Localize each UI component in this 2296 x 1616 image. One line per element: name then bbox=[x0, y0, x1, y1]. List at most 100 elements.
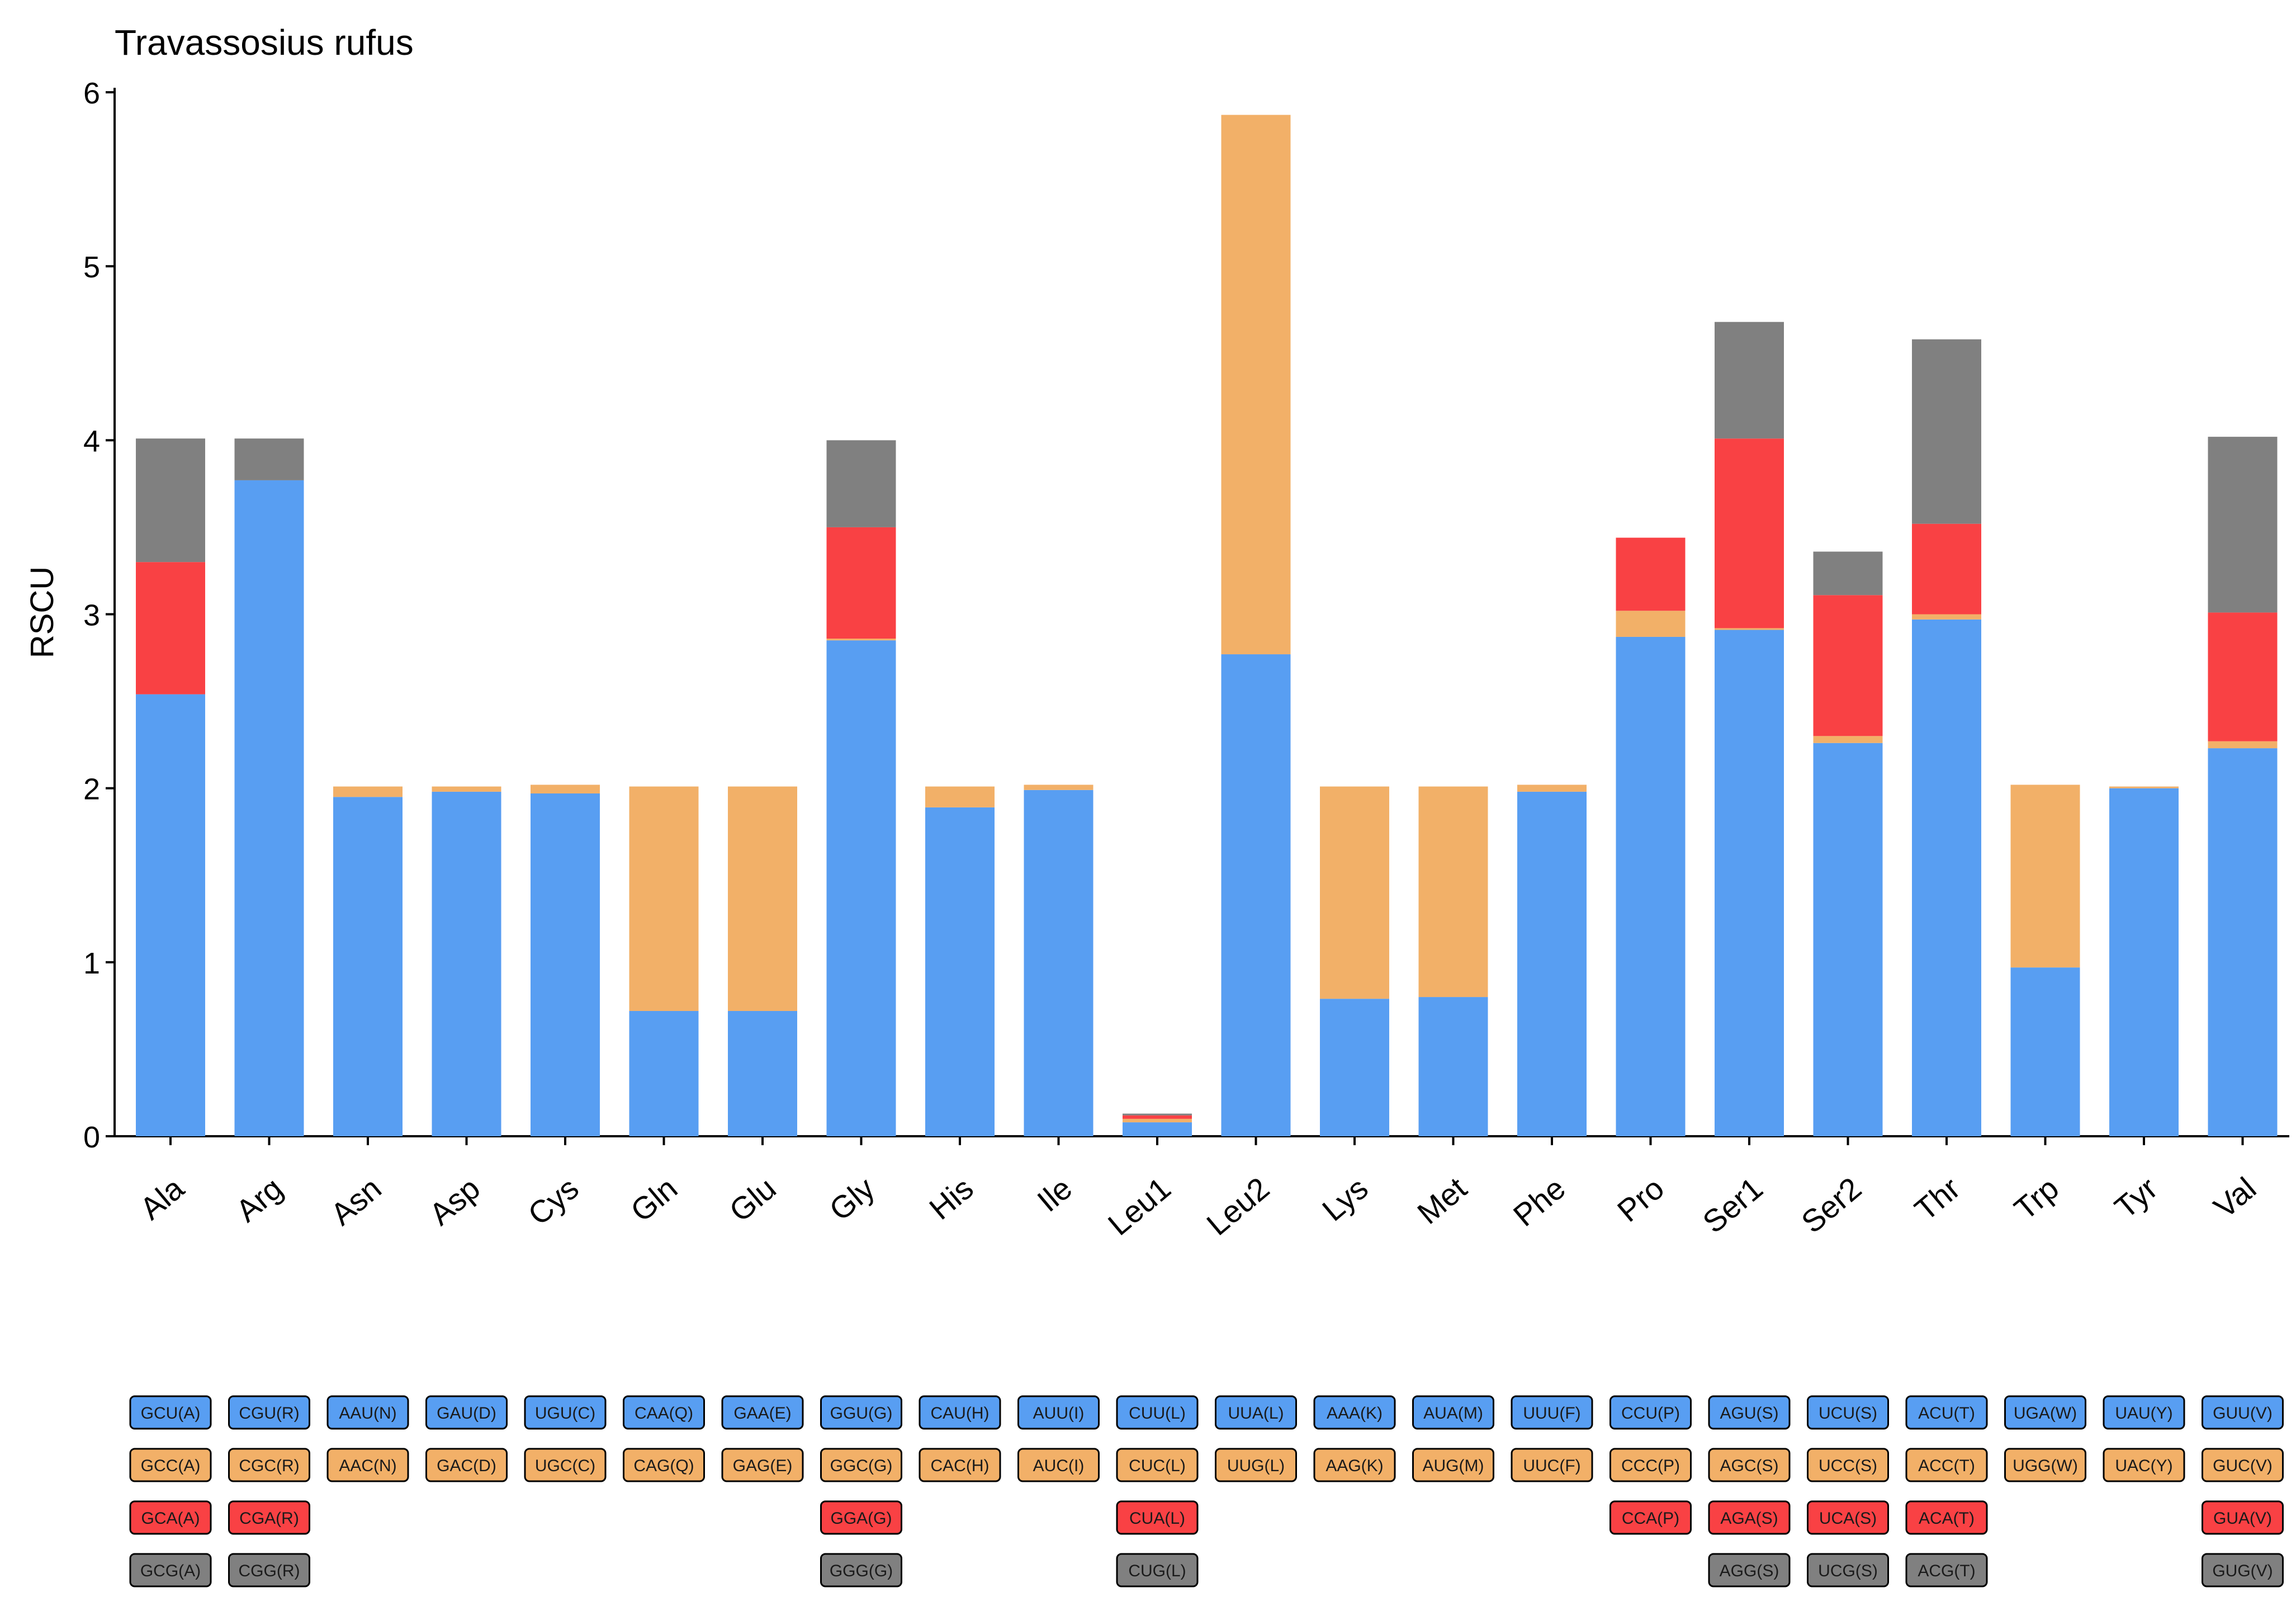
codon-label: ACU(T) bbox=[1918, 1404, 1975, 1423]
bar-segment-leu2-1 bbox=[1221, 115, 1291, 655]
codon-label-box bbox=[1905, 1500, 1988, 1535]
codon-label: GCC(A) bbox=[141, 1457, 201, 1475]
codon-label: AUC(I) bbox=[1033, 1457, 1085, 1475]
codon-label: CGG(R) bbox=[239, 1562, 300, 1580]
y-axis-label: RSCU bbox=[24, 566, 60, 658]
codon-label-box bbox=[1708, 1553, 1791, 1587]
y-tick-label: 2 bbox=[83, 773, 100, 806]
bar-segment-asp-0 bbox=[432, 791, 501, 1136]
codon-label: AAG(K) bbox=[1325, 1457, 1383, 1475]
codon-label: UGU(C) bbox=[535, 1404, 595, 1423]
x-tick-label: Thr bbox=[1908, 1170, 1967, 1227]
codon-label-box bbox=[2103, 1448, 2185, 1482]
bar-segment-thr-0 bbox=[1912, 619, 1981, 1136]
x-tick-label: Pro bbox=[1611, 1170, 1670, 1228]
y-tick-label: 4 bbox=[83, 424, 100, 458]
codon-label: GAU(D) bbox=[437, 1404, 496, 1423]
codon-label: AUA(M) bbox=[1423, 1404, 1483, 1423]
bar-segment-asp-1 bbox=[432, 786, 501, 792]
bar-segment-ser2-2 bbox=[1813, 595, 1883, 736]
bar-segment-ser2-1 bbox=[1813, 736, 1883, 743]
codon-label-box bbox=[1215, 1395, 1297, 1430]
x-tick-label: Ser2 bbox=[1795, 1170, 1868, 1240]
codon-label-box bbox=[1807, 1500, 1889, 1535]
bar-segment-ile-1 bbox=[1024, 785, 1093, 790]
codon-label-box bbox=[425, 1395, 508, 1430]
codon-label: UAU(Y) bbox=[2115, 1404, 2172, 1423]
chart-title: Travassosius rufus bbox=[115, 22, 414, 63]
bar-segment-gly-1 bbox=[826, 639, 896, 641]
codon-label-box bbox=[919, 1395, 1001, 1430]
codon-label-box bbox=[1905, 1448, 1988, 1482]
codon-label-box bbox=[1708, 1395, 1791, 1430]
codon-label-box bbox=[228, 1395, 310, 1430]
x-tick-label: Asn bbox=[324, 1170, 387, 1232]
x-tick-label: Met bbox=[1410, 1170, 1473, 1231]
codon-label: CAU(H) bbox=[931, 1404, 990, 1423]
codon-label: AGA(S) bbox=[1720, 1509, 1778, 1528]
codon-label-box bbox=[2202, 1448, 2284, 1482]
codon-label-box bbox=[1609, 1500, 1692, 1535]
codon-label-box bbox=[425, 1448, 508, 1482]
codon-label: AAC(N) bbox=[339, 1457, 396, 1475]
codon-label-box bbox=[1017, 1395, 1100, 1430]
bar-segment-ser2-3 bbox=[1813, 551, 1883, 596]
codon-legend: GCU(A) GCC(A) GCA(A) GCG(A) CGU(R) CGC(R) CGA(… bbox=[129, 1395, 2284, 1587]
codon-label: AAU(N) bbox=[339, 1404, 396, 1423]
bar-segment-cys-1 bbox=[531, 785, 600, 794]
codon-label: ACG(T) bbox=[1918, 1562, 1975, 1580]
codon-label: ACA(T) bbox=[1919, 1509, 1975, 1528]
x-tick-label: Gln bbox=[624, 1170, 684, 1228]
codon-label: CUU(L) bbox=[1129, 1404, 1186, 1423]
codon-label: ACC(T) bbox=[1918, 1457, 1975, 1475]
x-tick-label: Asp bbox=[423, 1170, 486, 1232]
bar-segment-ile-0 bbox=[1024, 790, 1093, 1136]
codon-label-box bbox=[326, 1448, 409, 1482]
codon-label: GCU(A) bbox=[141, 1404, 201, 1423]
codon-label: GUA(V) bbox=[2213, 1509, 2272, 1528]
y-tick-label: 3 bbox=[83, 599, 100, 632]
codon-label: CUG(L) bbox=[1128, 1562, 1186, 1580]
codon-label-box bbox=[1609, 1395, 1692, 1430]
bar-segment-val-1 bbox=[2208, 741, 2278, 749]
codon-label: UGA(W) bbox=[2014, 1404, 2077, 1423]
codon-label: GUU(V) bbox=[2213, 1404, 2273, 1423]
y-tick-label: 6 bbox=[83, 77, 100, 110]
x-tick-label: Ser1 bbox=[1696, 1170, 1769, 1240]
bar-segment-gly-2 bbox=[826, 527, 896, 639]
bar-segment-glu-1 bbox=[728, 786, 797, 1011]
x-tick-label: Leu2 bbox=[1200, 1170, 1276, 1242]
codon-label-box bbox=[1708, 1500, 1791, 1535]
bar-segment-gly-0 bbox=[826, 640, 896, 1136]
bar-segment-tyr-0 bbox=[2109, 788, 2179, 1136]
bar-segment-arg-0 bbox=[234, 480, 304, 1137]
codon-label-box bbox=[228, 1448, 310, 1482]
codon-label: CAA(Q) bbox=[635, 1404, 693, 1423]
x-tick-label: Ala bbox=[133, 1170, 191, 1226]
codon-label-box bbox=[1511, 1448, 1593, 1482]
codon-label: GUG(V) bbox=[2212, 1562, 2273, 1580]
codon-label: UUA(L) bbox=[1228, 1404, 1284, 1423]
y-tick-label: 5 bbox=[83, 251, 100, 284]
bar-segment-val-3 bbox=[2208, 437, 2278, 613]
codon-label-box bbox=[1412, 1395, 1494, 1430]
bar-segment-ser1-1 bbox=[1715, 628, 1784, 630]
codon-label-box bbox=[1905, 1395, 1988, 1430]
codon-label-box bbox=[919, 1448, 1001, 1482]
bar-segment-pro-0 bbox=[1616, 636, 1686, 1136]
bar-segment-asn-0 bbox=[333, 797, 403, 1136]
codon-label-box bbox=[1708, 1448, 1791, 1482]
codon-label-box bbox=[1609, 1448, 1692, 1482]
codon-label-box bbox=[623, 1448, 705, 1482]
bar-segment-lys-0 bbox=[1320, 999, 1389, 1136]
bar-segment-tyr-1 bbox=[2109, 786, 2179, 788]
bar-segment-ser2-0 bbox=[1813, 743, 1883, 1136]
codon-label: AGC(S) bbox=[1720, 1457, 1779, 1475]
codon-label: AUU(I) bbox=[1033, 1404, 1085, 1423]
codon-label-box bbox=[129, 1448, 212, 1482]
bar-segment-met-0 bbox=[1418, 997, 1488, 1136]
bar-segment-asn-1 bbox=[333, 786, 403, 797]
codon-label-box bbox=[1511, 1395, 1593, 1430]
codon-label-box bbox=[326, 1395, 409, 1430]
codon-label-box bbox=[228, 1500, 310, 1535]
